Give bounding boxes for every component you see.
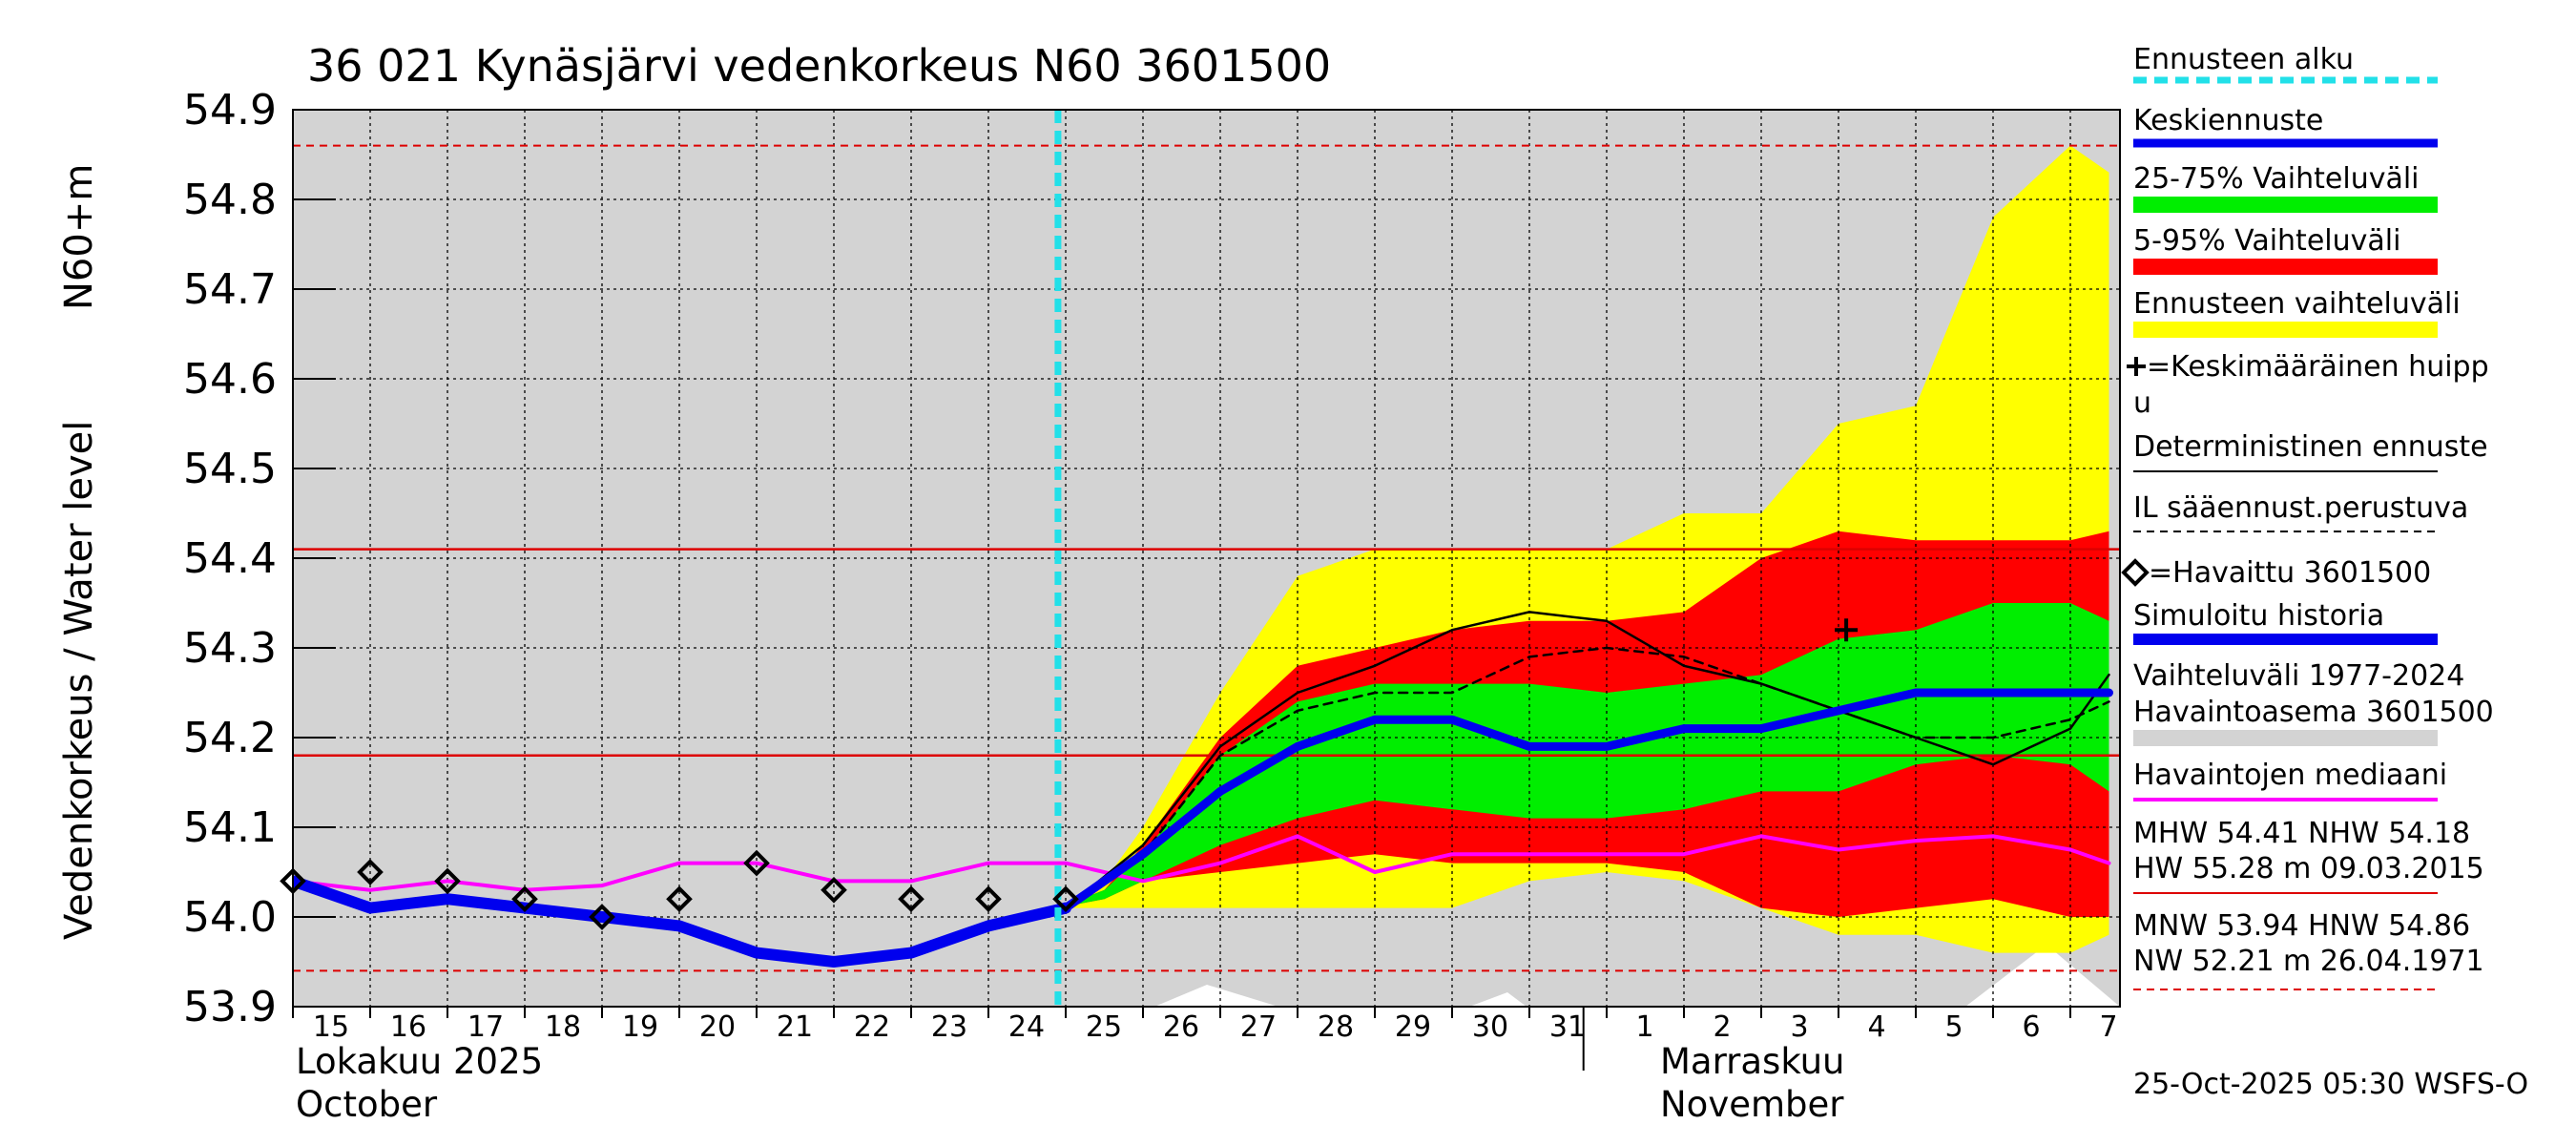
x-tick-label: 6 bbox=[2022, 1010, 2040, 1044]
legend-range-25-75-swatch bbox=[2133, 197, 2438, 213]
observed-point bbox=[589, 904, 615, 930]
observed-point bbox=[357, 859, 384, 885]
stats-mhw-nhw: MHW 54.41 NHW 54.18 bbox=[2133, 817, 2470, 850]
y-tick-label: 54.8 bbox=[183, 176, 277, 224]
footer-timestamp: 25-Oct-2025 05:30 WSFS-O bbox=[2133, 1068, 2528, 1101]
stats-nw: NW 52.21 m 26.04.1971 bbox=[2133, 945, 2484, 978]
x-tick-label: 1 bbox=[1635, 1010, 1653, 1044]
observed-point bbox=[511, 885, 538, 913]
y-axis-label-water-level: Vedenkorkeus / Water level bbox=[57, 421, 101, 940]
month-label-october-fi: Lokakuu 2025 bbox=[296, 1041, 543, 1082]
legend-forecast-range-swatch bbox=[2133, 322, 2438, 338]
legend-median-label: Havaintojen mediaani bbox=[2133, 759, 2447, 792]
legend-mean-peak-icon bbox=[2127, 357, 2146, 376]
series-il-weather-line bbox=[1064, 646, 2110, 909]
observed-point bbox=[898, 885, 924, 913]
legend-hist-range-label-cont: Havaintoasema 3601500 bbox=[2133, 696, 2494, 729]
x-tick-label: 2 bbox=[1713, 1010, 1731, 1044]
month-label-november-en: November bbox=[1660, 1084, 1844, 1125]
stats-hw: HW 55.28 m 09.03.2015 bbox=[2133, 852, 2484, 885]
month-label-november-fi: Marraskuu bbox=[1660, 1041, 1845, 1082]
x-tick-label: 19 bbox=[622, 1010, 658, 1044]
x-tick-label: 17 bbox=[467, 1010, 504, 1044]
x-tick-label: 7 bbox=[2099, 1010, 2117, 1044]
y-tick-label: 54.6 bbox=[183, 355, 277, 404]
observed-point bbox=[743, 849, 770, 877]
legend-range-5-95-swatch bbox=[2133, 259, 2438, 275]
hist-range-floor bbox=[1154, 945, 2120, 1007]
legend-simulated-label: Simuloitu historia bbox=[2133, 599, 2384, 633]
chart-title: 36 021 Kynäsjärvi vedenkorkeus N60 36015… bbox=[307, 40, 1331, 92]
x-tick-label: 3 bbox=[1790, 1010, 1808, 1044]
x-tick-label: 31 bbox=[1549, 1010, 1586, 1044]
legend: Ennusteen alku Keskiennuste 25-75% Vaiht… bbox=[2121, 43, 2494, 990]
x-tick-label: 24 bbox=[1008, 1010, 1045, 1044]
legend-deterministic-label: Deterministinen ennuste bbox=[2133, 430, 2488, 464]
x-axis: 15 16 17 18 19 20 21 22 23 24 25 26 27 28 29 30 31 1 2 3 4 5 6… bbox=[292, 1007, 2118, 1044]
y-tick-label: 54.3 bbox=[183, 624, 277, 673]
y-tick-label: 53.9 bbox=[183, 983, 277, 1031]
x-tick-label: 22 bbox=[854, 1010, 890, 1044]
observed-point bbox=[975, 885, 1002, 913]
x-tick-label: 26 bbox=[1163, 1010, 1199, 1044]
x-tick-label: 16 bbox=[390, 1010, 426, 1044]
observed-point bbox=[666, 885, 693, 913]
series-simulated-history-line bbox=[293, 875, 1071, 968]
series-mean-forecast-line bbox=[1061, 688, 2113, 913]
y-tick-label: 54.2 bbox=[183, 714, 277, 762]
series-deterministic-line bbox=[1064, 611, 2110, 909]
y-tick-label: 54.4 bbox=[183, 534, 277, 583]
y-tick-label: 54.5 bbox=[183, 445, 277, 493]
x-tick-label: 5 bbox=[1944, 1010, 1963, 1044]
legend-hist-range-label: Vaihteluväli 1977-2024 bbox=[2133, 659, 2464, 693]
legend-mean-peak-label: =Keskimääräinen huipp bbox=[2147, 350, 2489, 384]
mean-peak-marker bbox=[1835, 618, 1859, 642]
legend-hist-range-swatch bbox=[2133, 730, 2438, 746]
x-tick-label: 23 bbox=[931, 1010, 967, 1044]
legend-forecast-range-label: Ennusteen vaihteluväli bbox=[2133, 287, 2461, 321]
x-tick-label: 28 bbox=[1318, 1010, 1354, 1044]
y-tick-label: 54.1 bbox=[183, 803, 277, 852]
y-axis: 53.9 54.0 54.1 54.2 54.3 54.4 54.5 54.6 54.7 54.8… bbox=[183, 86, 336, 1031]
legend-observed-label: =Havaittu 3601500 bbox=[2149, 556, 2431, 590]
observed-point bbox=[821, 876, 847, 904]
series-lines bbox=[293, 110, 2113, 1007]
hist-floor-1 bbox=[1154, 985, 1278, 1007]
y-axis-label-n60: N60+m bbox=[57, 164, 101, 310]
observed-point bbox=[434, 867, 461, 895]
observed-point bbox=[1052, 885, 1079, 913]
x-tick-label: 21 bbox=[777, 1010, 813, 1044]
y-tick-label: 54.7 bbox=[183, 265, 277, 314]
hist-floor-3 bbox=[1965, 945, 2120, 1007]
x-tick-label: 29 bbox=[1395, 1010, 1431, 1044]
x-tick-label: 30 bbox=[1472, 1010, 1508, 1044]
y-tick-label: 54.9 bbox=[183, 86, 277, 135]
grid bbox=[293, 110, 2120, 1007]
x-tick-label: 18 bbox=[545, 1010, 581, 1044]
month-label-october-en: October bbox=[296, 1084, 438, 1125]
legend-mean-peak-label-cont: u bbox=[2133, 386, 2151, 420]
x-tick-label: 20 bbox=[699, 1010, 736, 1044]
x-tick-label: 15 bbox=[313, 1010, 349, 1044]
x-tick-label: 4 bbox=[1867, 1010, 1885, 1044]
x-tick-label: 27 bbox=[1240, 1010, 1277, 1044]
stats-mnw-hnw: MNW 53.94 HNW 54.86 bbox=[2133, 909, 2470, 943]
series-median-line bbox=[293, 834, 2111, 892]
x-tick-label: 25 bbox=[1086, 1010, 1122, 1044]
legend-mean-forecast-label: Keskiennuste bbox=[2133, 104, 2323, 137]
legend-range-25-75-label: 25-75% Vaihteluväli bbox=[2133, 162, 2420, 196]
hist-floor-2 bbox=[1469, 992, 1527, 1007]
legend-forecast-start-label: Ennusteen alku bbox=[2133, 43, 2354, 76]
legend-observed-icon bbox=[2121, 558, 2150, 587]
reference-lines bbox=[293, 144, 2120, 972]
y-tick-label: 54.0 bbox=[183, 893, 277, 942]
legend-il-weather-label: IL sääennust.perustuva bbox=[2133, 491, 2468, 525]
legend-range-5-95-label: 5-95% Vaihteluväli bbox=[2133, 224, 2400, 258]
